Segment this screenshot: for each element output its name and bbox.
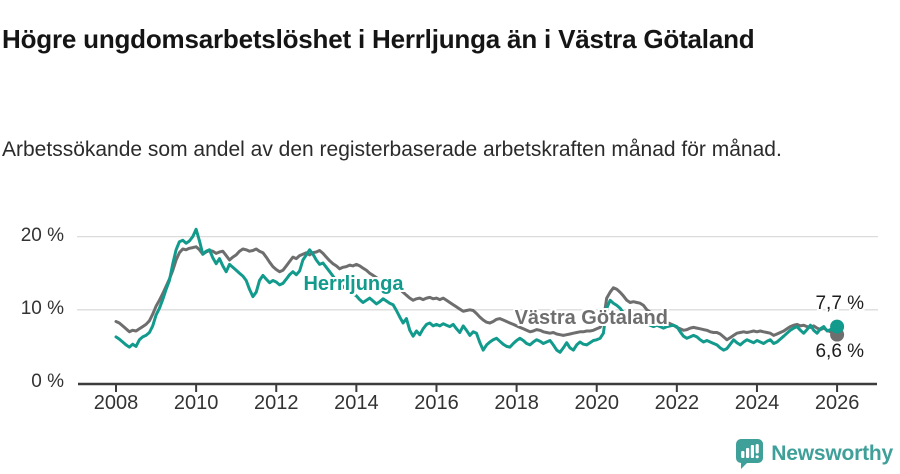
series-line-vastra-gotaland bbox=[114, 245, 839, 342]
newsworthy-wordmark: Newsworthy bbox=[771, 442, 893, 465]
series-end-dot-herrljunga bbox=[830, 319, 845, 334]
chart-title: Högre ungdomsarbetslöshet i Herrljunga ä… bbox=[2, 24, 755, 55]
chart-subtitle: Arbetssökande som andel av den registerb… bbox=[2, 138, 782, 161]
newsworthy-icon bbox=[736, 439, 764, 469]
series-line-herrljunga bbox=[114, 227, 839, 354]
newsworthy-logo[interactable]: Newsworthy bbox=[736, 439, 893, 469]
